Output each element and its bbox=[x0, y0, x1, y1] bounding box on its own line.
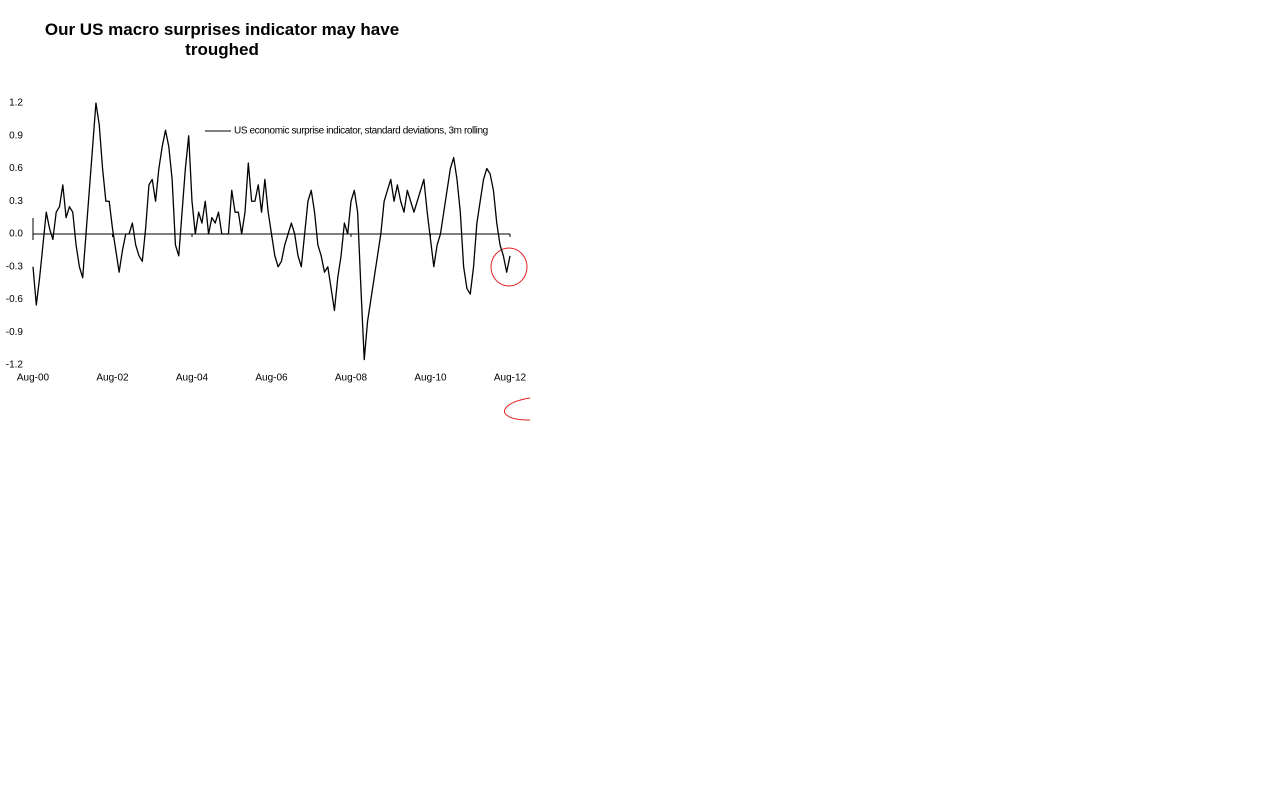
y-tick-label: -0.6 bbox=[6, 294, 24, 305]
highlight-circle bbox=[490, 247, 528, 287]
y-tick-label: -0.3 bbox=[6, 261, 24, 272]
x-tick-label: Aug-00 bbox=[17, 373, 50, 384]
y-tick-label: -1.2 bbox=[6, 360, 24, 371]
y-tick-label: 0.3 bbox=[9, 196, 23, 207]
chart-title: Our US macro surprises indicator may hav… bbox=[44, 20, 400, 59]
x-tick-label: Aug-04 bbox=[176, 373, 209, 384]
x-tick-label: Aug-12 bbox=[494, 373, 527, 384]
y-tick-label: 0.0 bbox=[9, 229, 23, 240]
y-tick-label: -0.9 bbox=[6, 327, 24, 338]
y-tick-label: 1.2 bbox=[9, 98, 23, 109]
line-series bbox=[32, 102, 511, 361]
y-tick-label: 0.6 bbox=[9, 163, 23, 174]
y-tick-label: 0.9 bbox=[9, 130, 23, 141]
x-tick-label: Aug-02 bbox=[96, 373, 129, 384]
legend-label: US economic surprise indicator, standard… bbox=[234, 126, 488, 137]
x-tick-label: Aug-06 bbox=[255, 373, 288, 384]
annotation-arc bbox=[504, 397, 531, 421]
x-tick-label: Aug-10 bbox=[414, 373, 447, 384]
x-tick-label: Aug-08 bbox=[335, 373, 368, 384]
